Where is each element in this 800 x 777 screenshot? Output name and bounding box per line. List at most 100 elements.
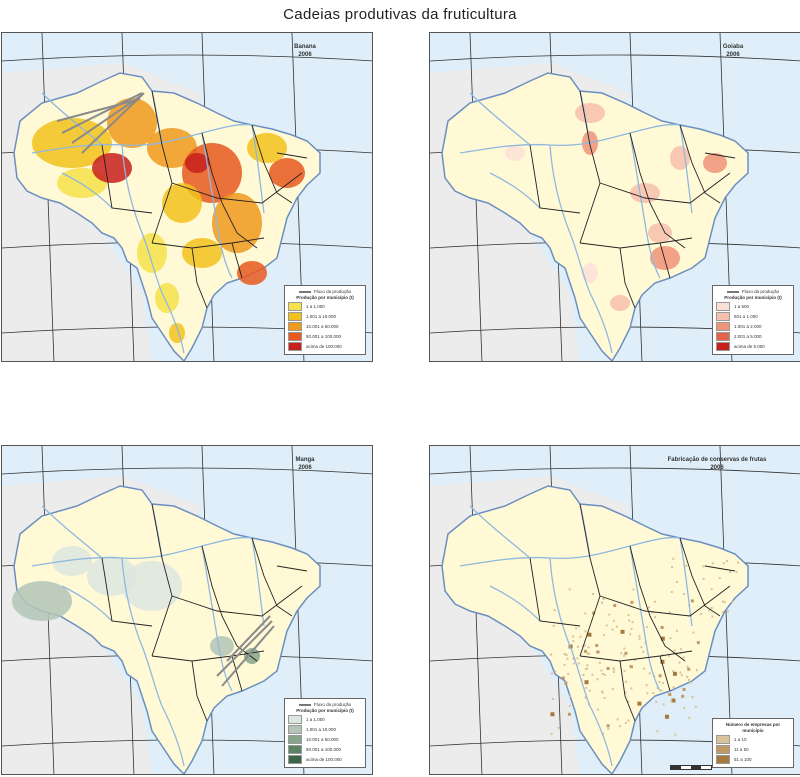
company-marker [592, 611, 596, 615]
state-border [619, 660, 636, 722]
state-border [101, 557, 153, 627]
company-marker [591, 592, 594, 595]
company-marker [584, 695, 587, 698]
map-canvas [430, 33, 800, 361]
company-marker [682, 593, 685, 596]
river [589, 705, 613, 767]
company-marker [623, 654, 626, 657]
company-marker [620, 629, 625, 634]
company-marker [660, 626, 664, 630]
legend-flow: Fluxo da produção [288, 289, 362, 295]
company-marker [658, 681, 661, 684]
legend-class-label: 1 a 1.000 [306, 716, 325, 722]
company-marker [601, 672, 604, 675]
legend-class-label: acima de 100.000 [306, 343, 342, 349]
legend-row: 50.001 a 100.000 [288, 745, 362, 754]
legend-flow-label: Fluxo da produção [313, 289, 352, 294]
company-marker [726, 560, 729, 563]
legend-row: 1.001 a 2.000 [716, 322, 790, 331]
flow-arrow [56, 98, 141, 122]
state-border [704, 565, 736, 572]
company-marker [584, 668, 587, 671]
state-borders [529, 503, 736, 722]
company-marker [551, 697, 554, 700]
map-title: Manga 2006 [270, 456, 340, 472]
map-title-year: 2006 [726, 52, 740, 58]
flow-arrow [226, 615, 271, 662]
state-border [704, 152, 736, 159]
legend-class-label: 1.001 a 10.000 [306, 726, 337, 732]
company-marker [731, 600, 734, 603]
company-marker [702, 565, 705, 568]
legend-swatch [716, 745, 730, 754]
legend-flow-label: Fluxo da produção [741, 289, 780, 294]
map-title-year: 2006 [298, 465, 312, 471]
state-borders [529, 90, 736, 309]
company-marker [550, 672, 553, 675]
company-marker [646, 692, 649, 695]
company-marker [575, 627, 578, 630]
company-marker [647, 606, 650, 609]
state-borders [101, 90, 308, 309]
company-marker [564, 681, 568, 685]
state-border [579, 650, 693, 662]
legend-swatch [288, 332, 302, 341]
company-marker [630, 627, 633, 630]
company-marker [679, 671, 682, 674]
state-border [171, 585, 303, 617]
company-marker [638, 635, 641, 638]
legend-row: 10.001 a 50.000 [288, 322, 362, 331]
legend-swatch [288, 755, 302, 764]
state-border [276, 152, 308, 159]
company-marker [612, 619, 615, 622]
company-marker [645, 684, 648, 687]
river [121, 557, 163, 707]
company-marker [624, 651, 628, 655]
company-marker [680, 674, 683, 677]
company-marker [613, 604, 617, 608]
production-area [185, 153, 209, 173]
company-marker [680, 648, 683, 651]
company-marker [642, 650, 645, 653]
company-marker [662, 682, 665, 685]
state-border [529, 144, 581, 214]
legend-class-label: 10.001 a 50.000 [306, 323, 339, 329]
map-canvas [2, 33, 372, 361]
company-marker [612, 667, 615, 670]
company-marker [689, 681, 692, 684]
production-area [155, 283, 179, 313]
river [161, 292, 185, 354]
legend-class-label: 10.001 a 50.000 [306, 736, 339, 742]
company-marker [673, 649, 676, 652]
state-border [659, 655, 671, 692]
company-marker [692, 631, 695, 634]
company-marker [596, 708, 599, 711]
company-marker [600, 669, 603, 672]
legend-row: 10.001 a 50.000 [288, 735, 362, 744]
company-marker [723, 601, 726, 604]
map-canvas [430, 446, 800, 774]
page-title: Cadeias produtivas da fruticultura [283, 6, 517, 23]
production-area [182, 238, 222, 268]
company-marker [672, 686, 675, 689]
legend-swatch [288, 342, 302, 351]
choropleth-layer [505, 103, 727, 311]
company-marker [576, 657, 579, 660]
company-marker [586, 664, 589, 667]
company-marker [611, 688, 614, 691]
company-marker [695, 669, 698, 672]
company-marker [569, 695, 572, 698]
company-marker [681, 694, 685, 698]
company-marker [603, 696, 606, 699]
state-borders [101, 503, 308, 722]
state-border [276, 565, 308, 572]
legend-flow-label: Fluxo da produção [313, 702, 352, 707]
company-marker [605, 624, 608, 627]
flow-arrow [216, 620, 273, 677]
river [459, 123, 681, 154]
company-marker [656, 730, 659, 733]
legend-header: Produção por município (t) [296, 708, 354, 713]
company-marker [694, 705, 697, 708]
river [251, 124, 265, 214]
company-marker [691, 696, 694, 699]
